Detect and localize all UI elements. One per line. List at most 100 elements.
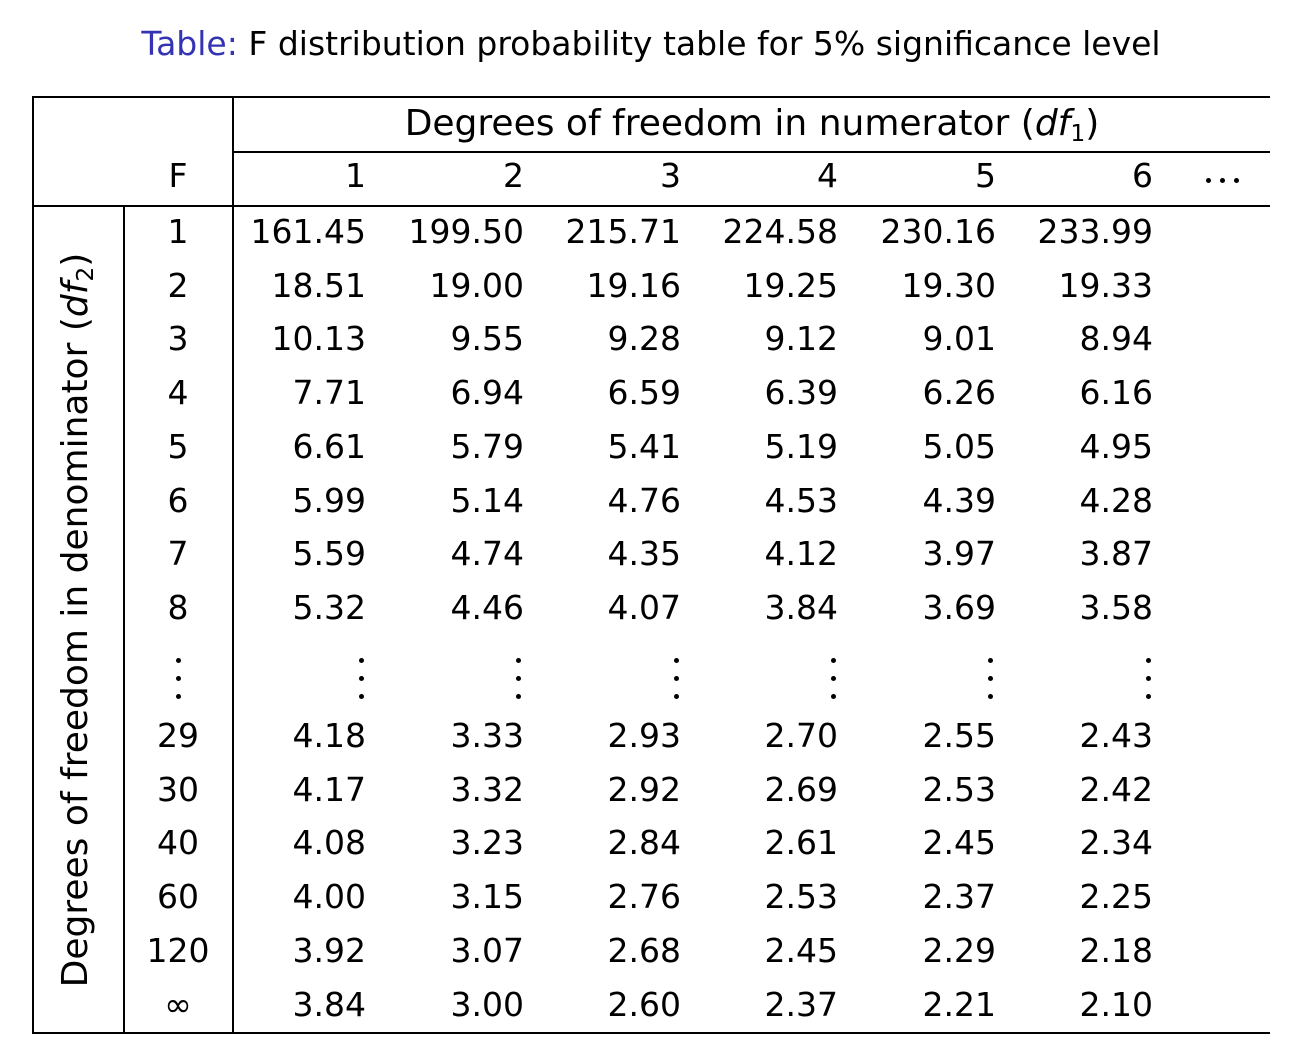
table-cell: 2.76 [607,877,681,916]
table-cell: 4.28 [1079,481,1153,520]
table-cell: 10.13 [271,319,366,358]
table-cell: 5.05 [922,427,996,466]
table-cell: 3.97 [922,534,996,573]
table-cell: 4.39 [922,481,996,520]
table-cell: 2.61 [764,823,838,862]
row-label-df2: 40 [157,823,199,862]
table-cell: 2.42 [1079,770,1153,809]
table-cell: 2.53 [764,877,838,916]
table-cell: 6.94 [450,373,524,412]
corner-label: F [168,156,188,195]
table-cell: 4.08 [292,823,366,862]
top-rule [32,96,1270,98]
row-label-df2: 3 [167,319,189,358]
table-cell: 4.53 [764,481,838,520]
table-cell: 5.19 [764,427,838,466]
row-label-df2: ∞ [164,985,192,1024]
table-cell: 3.33 [450,716,524,755]
table-cell: 4.12 [764,534,838,573]
table-cell: 19.00 [429,266,524,305]
table-cell: 3.58 [1079,588,1153,627]
table-cell: 199.50 [408,212,524,251]
table-cell: 5.99 [292,481,366,520]
table-cell: 2.37 [764,985,838,1024]
table-cell: 3.23 [450,823,524,862]
row-label-df2: 60 [157,877,199,916]
table-cell: 9.12 [764,319,838,358]
row-label-df2: 4 [167,373,189,412]
table-cell: 2.45 [764,931,838,970]
table-cell: 6.26 [922,373,996,412]
column-header: 5 [975,156,996,195]
denominator-sub: 2 [70,266,99,282]
table-cell: 2.45 [922,823,996,862]
table-cell: 233.99 [1037,212,1153,251]
table-cell: 2.84 [607,823,681,862]
table-cell: 7.71 [292,373,366,412]
row-label-df2: 7 [167,534,189,573]
row-label-df2: 1 [167,212,189,251]
table-cell: 3.87 [1079,534,1153,573]
vertical-ellipsis-icon [516,658,522,702]
column-header: 3 [660,156,681,195]
table-cell: 2.60 [607,985,681,1024]
caption-label: Table: [141,24,238,63]
table-cell: 3.15 [450,877,524,916]
table-cell: 4.76 [607,481,681,520]
row-label-df2: 6 [167,481,189,520]
table-cell: 5.79 [450,427,524,466]
table-cell: 6.61 [292,427,366,466]
more-columns-ellipsis-icon [1206,178,1246,184]
row-label-df2: 8 [167,588,189,627]
column-header: 1 [345,156,366,195]
column-header: 6 [1132,156,1153,195]
table-cell: 230.16 [880,212,996,251]
vertical-ellipsis-icon [359,658,365,702]
table-cell: 3.00 [450,985,524,1024]
column-header: 4 [817,156,838,195]
table-cell: 6.59 [607,373,681,412]
column-header-rule [233,151,1270,153]
table-cell: 19.25 [743,266,838,305]
table-cell: 6.16 [1079,373,1153,412]
table-cell: 4.46 [450,588,524,627]
table-cell: 19.30 [901,266,996,305]
table-cell: 2.69 [764,770,838,809]
table-cell: 4.74 [450,534,524,573]
table-cell: 2.68 [607,931,681,970]
numerator-sub: 1 [1070,118,1086,147]
table-cell: 4.17 [292,770,366,809]
row-label-df2: 5 [167,427,189,466]
table-cell: 2.53 [922,770,996,809]
table-cell: 19.33 [1058,266,1153,305]
table-cell: 5.14 [450,481,524,520]
left-border [32,96,34,1034]
table-cell: 18.51 [271,266,366,305]
row-label-df2: 30 [157,770,199,809]
table-cell: 2.55 [922,716,996,755]
table-cell: 9.28 [607,319,681,358]
table-cell: 2.92 [607,770,681,809]
table-cell: 19.16 [586,266,681,305]
side-title-divider [123,206,125,1034]
row-label-df2: 2 [167,266,189,305]
table-cell: 3.92 [292,931,366,970]
vertical-ellipsis-icon [988,658,994,702]
table-cell: 4.18 [292,716,366,755]
column-header: 2 [503,156,524,195]
table-cell: 2.43 [1079,716,1153,755]
vertical-ellipsis-icon [831,658,837,702]
table-cell: 6.39 [764,373,838,412]
table-cell: 2.93 [607,716,681,755]
table-cell: 4.07 [607,588,681,627]
header-bottom-rule [32,205,1270,207]
table-cell: 2.21 [922,985,996,1024]
row-label-df2: 120 [146,931,210,970]
table-cell: 224.58 [722,212,838,251]
bottom-rule [32,1032,1270,1034]
caption-text: F distribution probability table for 5% … [248,24,1161,63]
table-cell: 215.71 [565,212,681,251]
table-cell: 8.94 [1079,319,1153,358]
table-cell: 3.07 [450,931,524,970]
vertical-ellipsis-icon [674,658,680,702]
